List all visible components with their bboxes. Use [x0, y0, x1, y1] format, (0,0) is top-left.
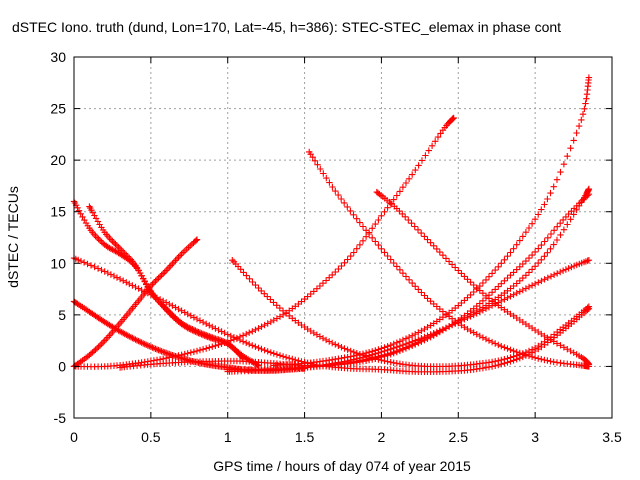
- series-markers: [70, 114, 457, 370]
- series-markers: [270, 74, 593, 369]
- chart-title: dSTEC Iono. truth (dund, Lon=170, Lat=-4…: [12, 19, 561, 35]
- x-tick-label: 0: [70, 429, 78, 445]
- y-tick-label: 10: [50, 255, 66, 271]
- data-series-1: [70, 236, 201, 370]
- data-series-8: [116, 185, 593, 371]
- y-tick-label: 20: [50, 152, 66, 168]
- series-markers: [229, 257, 593, 370]
- data-series-10: [306, 148, 593, 370]
- x-tick-label: 0.5: [141, 429, 161, 445]
- y-tick-label: 0: [58, 358, 66, 374]
- y-tick-label: 15: [50, 204, 66, 220]
- y-tick-label: 5: [58, 307, 66, 323]
- data-series-7: [229, 257, 593, 370]
- x-tick-label: 2.5: [449, 429, 469, 445]
- x-tick-label: 3.5: [602, 429, 622, 445]
- data-series-12: [224, 257, 593, 375]
- x-tick-label: 1: [224, 429, 232, 445]
- x-tick-label: 3: [531, 429, 539, 445]
- y-axis-label: dSTEC / TECUs: [5, 186, 21, 288]
- data-series-group: [70, 74, 593, 375]
- series-markers: [116, 185, 593, 371]
- plot-frame: [73, 56, 613, 419]
- y-tick-label: 30: [50, 49, 66, 65]
- x-tick-label: 1.5: [295, 429, 315, 445]
- y-tick-label: -5: [54, 410, 67, 426]
- series-markers: [224, 257, 593, 375]
- y-tick-label: 25: [50, 101, 66, 117]
- data-series-6: [70, 114, 457, 370]
- x-axis-label: GPS time / hours of day 074 of year 2015: [213, 458, 471, 474]
- series-markers: [70, 236, 201, 370]
- data-series-13: [270, 74, 593, 369]
- x-tick-label: 2: [378, 429, 386, 445]
- series-markers: [306, 148, 593, 370]
